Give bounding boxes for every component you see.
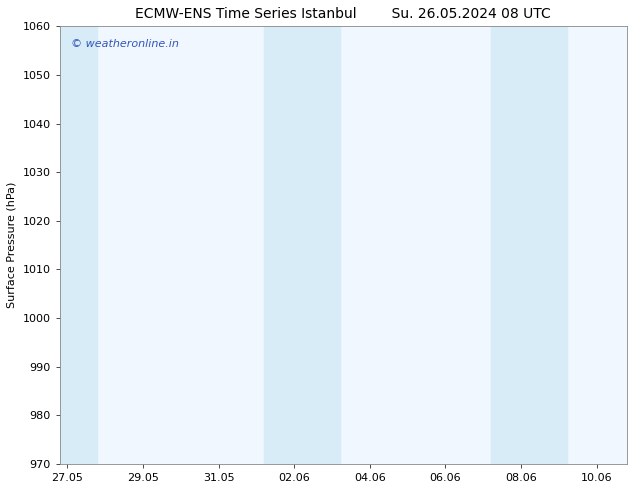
- Bar: [60, 26, 98, 464]
- Title: ECMW-ENS Time Series Istanbul        Su. 26.05.2024 08 UTC: ECMW-ENS Time Series Istanbul Su. 26.05.…: [136, 7, 551, 21]
- Y-axis label: Surface Pressure (hPa): Surface Pressure (hPa): [7, 182, 17, 308]
- Bar: [491, 26, 567, 464]
- Bar: [264, 26, 340, 464]
- Text: © weatheronline.in: © weatheronline.in: [71, 39, 179, 49]
